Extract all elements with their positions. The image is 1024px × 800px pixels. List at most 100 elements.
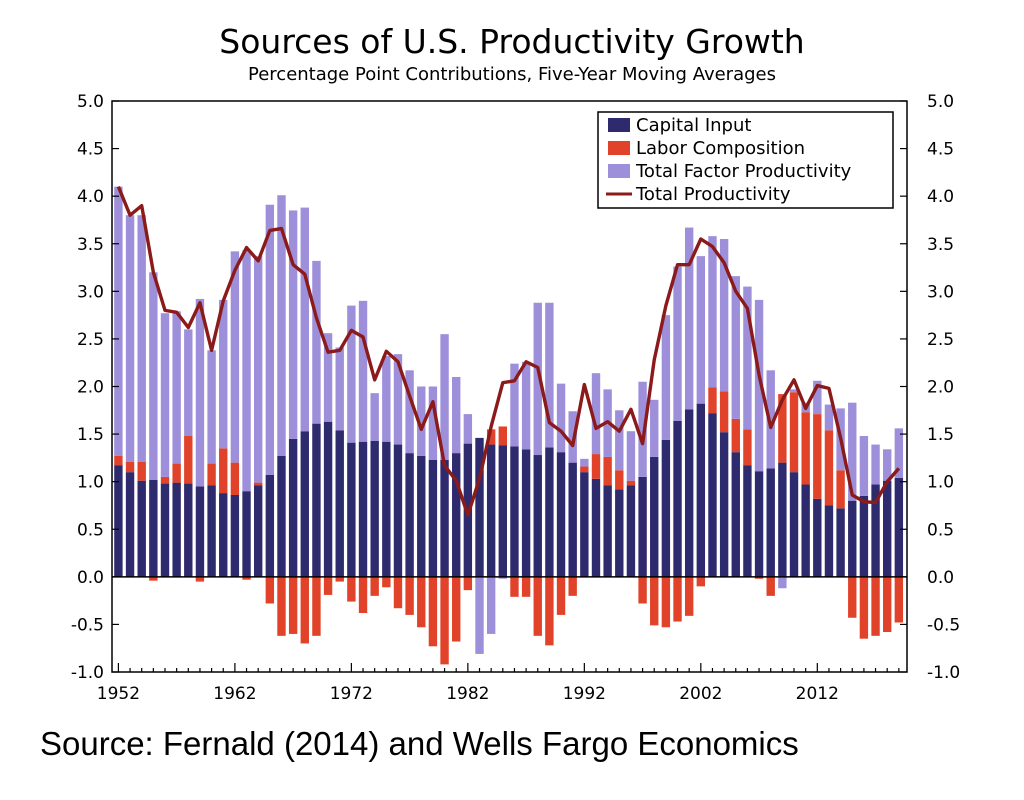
y-tick-label-right: 1.5: [927, 425, 954, 445]
bar-tfp-1954: [137, 215, 146, 462]
bar-labor-2010: [789, 392, 799, 473]
bar-labor-2014: [836, 470, 845, 509]
bar-capital-2014: [836, 508, 845, 577]
chart-subtitle: Percentage Point Contributions, Five-Yea…: [248, 64, 776, 85]
bar-capital-1989: [545, 447, 554, 577]
bar-labor-2015: [848, 576, 857, 618]
bar-capital-1976: [393, 444, 403, 577]
bar-tfp-1985: [498, 576, 507, 579]
y-tick-label-right: 3.0: [927, 282, 954, 302]
bar-tfp-1983: [475, 577, 484, 654]
bar-capital-1978: [417, 455, 426, 577]
source-note: Source: Fernald (2014) and Wells Fargo E…: [40, 725, 799, 762]
bar-labor-1990: [556, 576, 566, 615]
legend-box: [597, 111, 894, 209]
y-tick-label-left: -1.0: [71, 663, 104, 683]
bar-labor-1997: [638, 576, 647, 604]
bar-labor-1992: [580, 466, 589, 473]
bar-tfp-1975: [382, 356, 391, 442]
legend-label-total: Total Productivity: [635, 184, 791, 205]
bar-capital-1955: [149, 479, 158, 577]
y-tick-label-right: -0.5: [927, 615, 960, 635]
bar-tfp-1964: [253, 256, 263, 483]
chart-title: Sources of U.S. Productivity Growth: [219, 22, 805, 61]
bar-capital-1980: [440, 459, 449, 577]
bar-labor-1982: [463, 576, 473, 591]
bar-labor-2019: [894, 576, 904, 623]
bar-tfp-1967: [288, 210, 298, 439]
bar-tfp-1953: [125, 215, 135, 462]
bar-capital-1953: [125, 472, 135, 577]
bar-capital-1954: [137, 480, 146, 577]
bar-tfp-1952: [114, 186, 123, 456]
bar-labor-1984: [486, 429, 496, 445]
bar-tfp-1999: [661, 315, 671, 440]
bar-tfp-1969: [312, 260, 321, 424]
bar-labor-1963: [242, 576, 251, 580]
legend-swatch-labor: [608, 141, 630, 155]
bar-capital-2007: [754, 471, 764, 577]
y-tick-label-left: 0.0: [77, 568, 104, 588]
bar-tfp-1965: [265, 204, 275, 476]
bar-labor-2016: [859, 576, 869, 639]
bar-tfp-1980: [440, 334, 449, 460]
bar-labor-1979: [428, 576, 438, 647]
bar-capital-2010: [789, 472, 799, 577]
bar-capital-1974: [370, 440, 379, 577]
bar-capital-1987: [521, 449, 531, 577]
bar-labor-2004: [719, 391, 729, 433]
x-tick-label-2012: 2012: [796, 684, 839, 704]
y-tick-label-left: 3.5: [77, 235, 104, 255]
bar-labor-1958: [184, 435, 193, 484]
bar-labor-1961: [219, 448, 228, 494]
bar-tfp-1993: [591, 373, 601, 455]
bar-tfp-2010: [789, 389, 799, 393]
bar-capital-1972: [347, 442, 356, 577]
bar-tfp-1957: [172, 311, 181, 464]
bar-labor-1959: [195, 576, 205, 582]
bar-tfp-2009: [778, 576, 787, 589]
bar-tfp-2004: [719, 238, 729, 392]
bar-tfp-1968: [300, 207, 309, 432]
bar-labor-1969: [312, 576, 321, 636]
bar-labor-2001: [684, 576, 694, 616]
bar-capital-2015: [848, 500, 857, 577]
bar-tfp-1961: [219, 299, 228, 449]
y-tick-label-left: -0.5: [71, 615, 104, 635]
bar-tfp-1971: [335, 347, 344, 431]
bar-capital-1966: [277, 455, 286, 577]
y-tick-label-left: 1.0: [77, 473, 104, 493]
bar-labor-1971: [335, 576, 344, 582]
bar-capital-1970: [323, 421, 333, 577]
bar-tfp-1958: [184, 329, 193, 436]
y-tick-label-right: 4.0: [927, 187, 954, 207]
bar-tfp-2006: [743, 286, 752, 430]
bar-capital-1952: [114, 465, 123, 577]
bar-capital-1985: [498, 445, 507, 577]
bar-capital-1957: [172, 482, 181, 577]
bar-capital-1991: [568, 462, 577, 577]
bar-tfp-1996: [626, 431, 636, 481]
bar-labor-1972: [347, 576, 356, 602]
x-tick-label-2002: 2002: [679, 684, 722, 704]
y-tick-label-right: 4.5: [927, 140, 954, 160]
y-tick-label-left: 2.0: [77, 378, 104, 398]
bar-labor-2012: [813, 414, 822, 499]
bar-tfp-1998: [650, 399, 659, 457]
bar-tfp-1973: [358, 300, 368, 442]
bar-labor-2011: [801, 412, 810, 485]
bar-labor-1991: [568, 576, 577, 596]
bar-labor-2008: [766, 576, 775, 596]
bar-labor-2003: [708, 387, 717, 414]
bar-labor-1974: [370, 576, 379, 596]
bar-labor-2002: [696, 576, 706, 587]
bar-capital-1992: [580, 472, 589, 577]
bar-labor-2000: [673, 576, 682, 622]
bar-tfp-1974: [370, 393, 379, 441]
bar-tfp-1963: [242, 250, 251, 492]
bar-capital-1964: [253, 485, 263, 577]
x-tick-label-1982: 1982: [446, 684, 489, 704]
legend-label-labor: Labor Composition: [636, 138, 805, 159]
y-tick-label-right: 1.0: [927, 473, 954, 493]
bar-capital-2018: [883, 480, 892, 577]
